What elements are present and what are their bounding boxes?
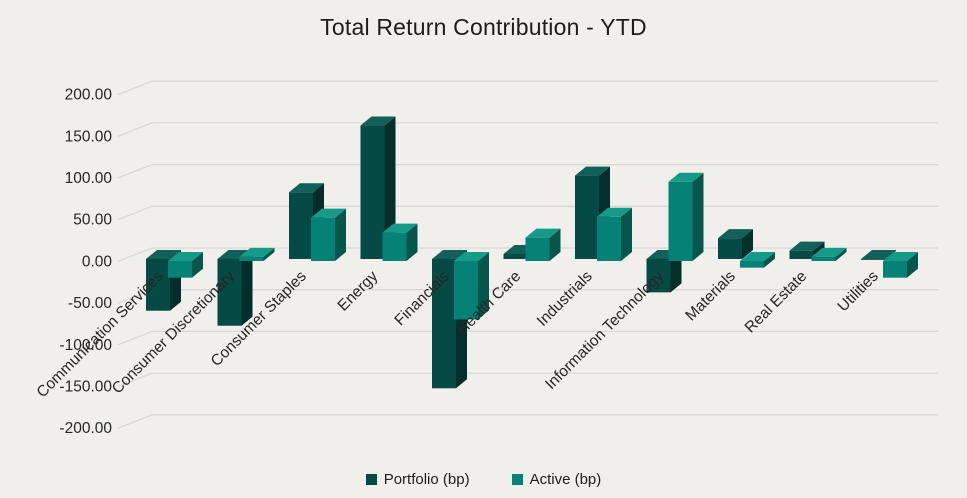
bar-active-industrials[interactable] (597, 216, 621, 261)
x-axis-category-label-utilities: Utilities (834, 268, 882, 316)
bar-side-active-financials (478, 252, 489, 320)
bar-active-materials[interactable] (740, 261, 764, 268)
bar-top-active-consumer-discretionary (239, 247, 275, 257)
legend-label-portfolio: Portfolio (bp) (383, 471, 470, 488)
bar-portfolio-consumer-discretionary[interactable] (217, 259, 242, 326)
bar-portfolio-materials[interactable] (718, 238, 742, 259)
bar-top-active-materials (740, 252, 775, 261)
y-axis-tick-label: -150.00 (59, 379, 112, 396)
bar-active-information-technology[interactable] (668, 181, 693, 261)
y-axis-tick-label: 100.00 (65, 170, 113, 187)
bar-side-active-materials (764, 252, 775, 268)
x-axis-category-label-information-technology: Information Technology (542, 268, 667, 393)
bar-top-portfolio-financials (432, 250, 467, 259)
bar-top-portfolio-communication-services (146, 250, 181, 259)
gridline (117, 205, 938, 221)
y-axis-tick-label: 50.00 (73, 212, 112, 229)
x-axis-category-label-materials: Materials (682, 268, 739, 325)
bar-active-energy[interactable] (382, 232, 407, 261)
bar-top-portfolio-consumer-staples (289, 183, 324, 193)
bar-top-portfolio-energy (360, 116, 396, 126)
bar-side-active-industrials (621, 207, 632, 261)
bar-side-active-communication-services (192, 252, 203, 278)
bar-portfolio-consumer-staples[interactable] (289, 192, 313, 259)
gridline (117, 330, 938, 346)
bar-top-portfolio-utilities (861, 250, 896, 259)
bar-top-active-industrials (597, 207, 632, 217)
gridline (117, 414, 938, 429)
bar-top-active-information-technology (668, 172, 704, 182)
bar-portfolio-industrials[interactable] (575, 175, 599, 259)
bar-top-active-energy (382, 223, 418, 233)
legend-label-active: Active (bp) (529, 471, 602, 488)
bar-portfolio-utilities[interactable] (861, 259, 885, 260)
y-axis-tick-label: -50.00 (68, 295, 112, 312)
y-axis-tick-label: 150.00 (65, 128, 113, 145)
legend-item-portfolio[interactable]: Portfolio (bp) (365, 471, 470, 488)
bar-top-active-utilities (883, 252, 918, 261)
bar-side-active-information-technology (692, 172, 704, 261)
bar-side-active-energy (406, 223, 418, 261)
portfolio-swatch-icon (365, 474, 377, 485)
y-axis-tick-label: -100.00 (59, 337, 112, 354)
bar-active-consumer-staples[interactable] (311, 217, 335, 261)
gridline (117, 80, 938, 96)
bar-side-active-utilities (907, 252, 918, 278)
bar-portfolio-real-estate[interactable] (789, 250, 814, 259)
bar-top-active-communication-services (168, 252, 203, 261)
y-axis-tick-label: 200.00 (65, 87, 113, 104)
legend-item-active[interactable]: Active (bp) (511, 471, 602, 488)
x-axis-category-label-industrials: Industrials (534, 268, 596, 330)
x-axis-category-label-real-estate: Real Estate (742, 268, 811, 337)
bar-portfolio-energy[interactable] (360, 125, 385, 259)
bar-top-active-consumer-staples (311, 208, 346, 218)
bar-active-real-estate[interactable] (811, 256, 836, 261)
bar-side-active-health-care (549, 228, 561, 261)
bar-top-active-financials (454, 252, 489, 261)
bar-side-portfolio-energy (384, 116, 396, 259)
gridline (117, 122, 938, 137)
y-axis-tick-label: 0.00 (82, 253, 113, 270)
bar-active-consumer-discretionary[interactable] (239, 256, 264, 261)
gridline (117, 372, 938, 388)
bar-portfolio-health-care[interactable] (503, 253, 528, 259)
bar-top-portfolio-industrials (575, 166, 610, 176)
bar-side-active-consumer-staples (335, 208, 346, 261)
x-axis-category-label-energy: Energy (335, 268, 382, 315)
bar-active-utilities[interactable] (883, 261, 907, 278)
y-axis-tick-label: -200.00 (59, 420, 112, 437)
bar-top-active-real-estate (811, 247, 847, 257)
chart-legend: Portfolio (bp) Active (bp) (0, 471, 967, 488)
bar-portfolio-financials[interactable] (432, 259, 456, 389)
bar-top-portfolio-real-estate (789, 241, 825, 251)
bar-active-communication-services[interactable] (168, 261, 192, 278)
bar-portfolio-communication-services[interactable] (146, 259, 170, 311)
bar-side-portfolio-materials (742, 229, 753, 259)
bar-side-active-real-estate (835, 247, 847, 261)
bar-top-active-health-care (525, 228, 561, 238)
bar-side-portfolio-consumer-discretionary (241, 250, 253, 326)
bar-portfolio-information-technology[interactable] (646, 259, 671, 293)
bar-top-portfolio-materials (718, 229, 753, 239)
gridline (117, 163, 938, 179)
chart-title: Total Return Contribution - YTD (320, 14, 647, 40)
active-swatch-icon (511, 474, 523, 485)
bar-active-financials[interactable] (454, 261, 478, 320)
bar-active-health-care[interactable] (525, 237, 550, 261)
bar-side-active-consumer-discretionary (263, 247, 275, 261)
